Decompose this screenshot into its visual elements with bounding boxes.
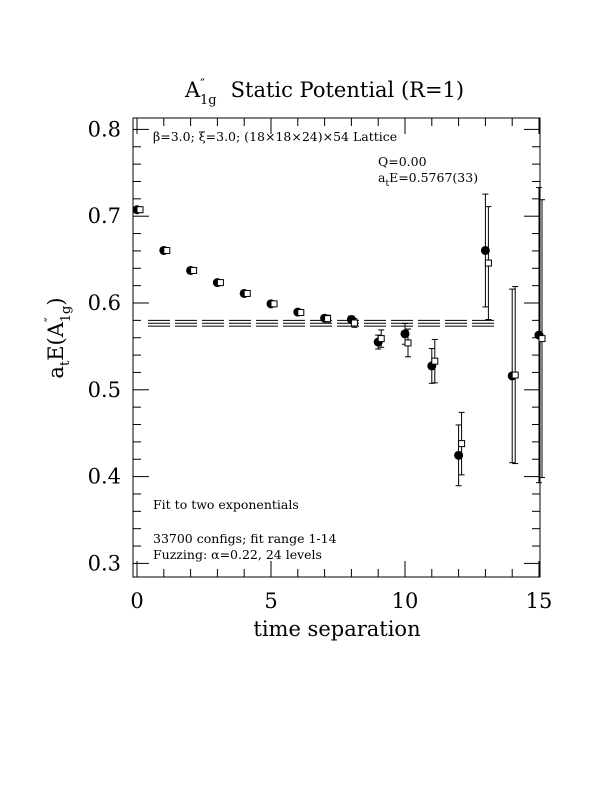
chart-title: A″ 1g Static Potential (R=1) [184, 77, 464, 108]
q-annotation: Q=0.00 [378, 154, 427, 169]
data-point-square [431, 357, 439, 365]
data-point-square [243, 289, 251, 297]
data-point-square [511, 371, 519, 379]
data-point-square [324, 315, 332, 323]
data-point-square [216, 279, 224, 287]
x-axis-label: time separation [253, 617, 420, 641]
fit-annotation: Fit to two exponentials [153, 497, 299, 512]
y-tick-label: 0.3 [88, 551, 121, 575]
data-point-square [484, 259, 492, 267]
y-tick-label: 0.5 [88, 378, 121, 402]
data-point-square [297, 309, 305, 317]
data-point-square [136, 206, 144, 214]
data-point-square [163, 246, 171, 254]
y-tick-label: 0.6 [88, 291, 121, 315]
energy-annotation: atE=0.5767(33) [378, 170, 478, 189]
data-point-circle [480, 245, 490, 255]
data-point-square [190, 266, 198, 274]
data-point-square [404, 339, 412, 347]
data-series [132, 187, 546, 487]
data-point-square [350, 319, 358, 327]
y-axis-label: atE(A″1g) [43, 297, 74, 378]
x-tick-label: 5 [264, 589, 277, 613]
plot-frame [132, 117, 541, 578]
y-tick-label: 0.4 [88, 465, 121, 489]
axis-ticks [133, 118, 540, 577]
data-point-square [377, 335, 385, 343]
data-point-circle [454, 450, 464, 460]
x-tick-label: 10 [392, 589, 419, 613]
lattice-annotation: β=3.0; ξ=3.0; (18×18×24)×54 Lattice [153, 129, 397, 144]
y-tick-label: 0.8 [88, 117, 121, 141]
data-point-square [458, 440, 466, 448]
x-tick-label: 15 [526, 589, 553, 613]
configs-annotation: 33700 configs; fit range 1-14 [153, 531, 337, 546]
data-point-square [270, 300, 278, 308]
x-tick-labels: 0 5 10 15 [130, 589, 552, 613]
y-tick-label: 0.7 [88, 204, 121, 228]
x-tick-label: 0 [130, 589, 143, 613]
data-point-square [538, 335, 546, 343]
data-point-circle [400, 329, 410, 339]
fuzzing-annotation: Fuzzing: α=0.22, 24 levels [153, 547, 322, 562]
y-tick-labels: 0.3 0.4 0.5 0.6 0.7 0.8 [88, 117, 121, 575]
